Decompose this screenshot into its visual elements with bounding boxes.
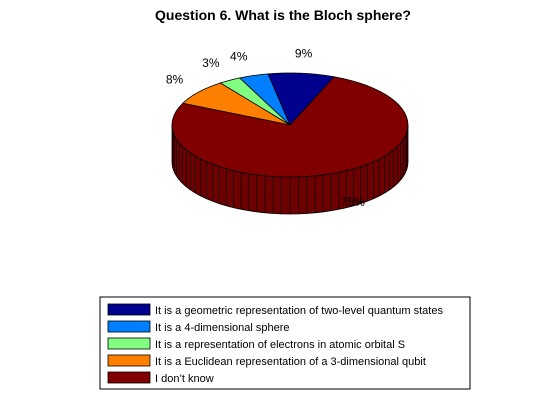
percent-label-2: 3% [202,56,220,70]
pie-top [171,72,409,178]
legend-box [99,296,471,390]
legend-label-1: It is a 4-dimensional sphere [155,322,290,334]
legend-label-2: It is a representation of electrons in a… [155,339,405,351]
percent-labels: 9% 4% 3% 8% 75% [166,46,365,209]
legend: It is a geometric representation of two-… [99,296,471,390]
legend-label-4: I don’t know [155,373,214,385]
chart-title: Question 6. What is the Bloch sphere? [155,7,411,23]
legend-swatch-3 [107,354,151,367]
legend-swatch-4 [107,371,151,384]
pie-slice-2 [219,77,291,126]
legend-swatch-0 [107,303,151,316]
legend-label-0: It is a geometric representation of two-… [155,305,443,317]
pie-sides [171,124,409,215]
pie-slice-1 [238,73,291,126]
percent-label-1: 4% [230,50,248,64]
pie-slice-3 [181,82,291,126]
percent-label-0: 9% [295,46,313,60]
pie-slice-4 [171,76,409,178]
percent-label-4: 75% [341,195,365,209]
legend-label-3: It is a Euclidean representation of a 3-… [155,356,426,368]
legend-swatch-2 [107,337,151,350]
legend-swatch-1 [107,320,151,333]
percent-label-3: 8% [166,72,184,86]
